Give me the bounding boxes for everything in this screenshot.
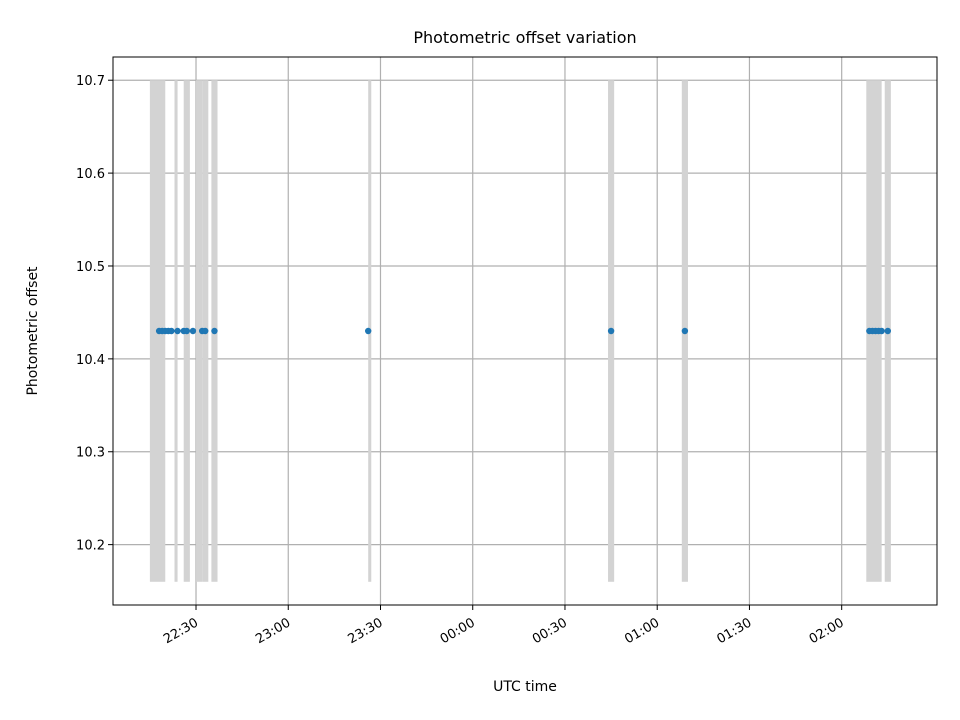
data-point (202, 327, 209, 335)
data-point (364, 327, 372, 335)
data-point (183, 327, 190, 335)
y-tick-label: 10.3 (76, 446, 105, 461)
data-point (211, 327, 218, 335)
y-tick-label: 10.2 (76, 539, 105, 554)
data-point (174, 327, 181, 335)
y-axis-ticks: 10.2 10.3 10.4 10.5 10.6 10.7 (76, 74, 113, 554)
data-point (878, 327, 885, 335)
data-point (168, 327, 175, 335)
y-tick-label: 10.4 (76, 353, 105, 368)
grid (113, 57, 937, 605)
chart-title: Photometric offset variation (413, 28, 636, 47)
y-tick-label: 10.7 (76, 74, 105, 89)
y-tick-label: 10.5 (76, 260, 105, 275)
y-tick-label: 10.6 (76, 167, 105, 182)
plot-area (113, 57, 937, 605)
data-point (607, 327, 615, 335)
x-axis-label: UTC time (493, 679, 557, 695)
y-axis-label: Photometric offset (25, 266, 41, 396)
data-point (681, 327, 689, 335)
plot-frame (112, 56, 938, 606)
data-points (155, 327, 892, 335)
data-point (884, 327, 892, 335)
data-point (189, 327, 197, 335)
